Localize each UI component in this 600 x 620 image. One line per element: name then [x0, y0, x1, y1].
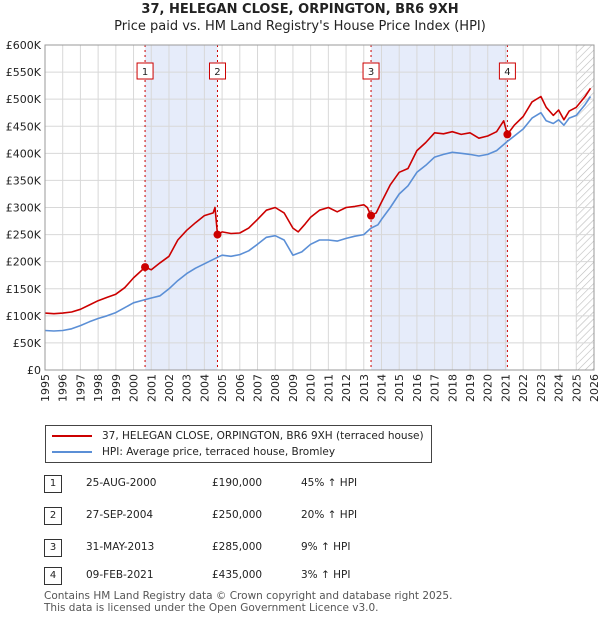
sale-marker-label: 1 — [142, 67, 148, 78]
chart-subtitle: Price paid vs. HM Land Registry's House … — [114, 19, 486, 34]
legend-box: 37, HELEGAN CLOSE, ORPINGTON, BR6 9XH (t… — [45, 425, 432, 463]
y-tick-label: £150K — [6, 283, 42, 296]
x-tick-label: 2005 — [216, 374, 229, 402]
x-tick-label: 2009 — [287, 374, 300, 402]
transaction-number: 3 — [44, 539, 62, 557]
x-tick-label: 2018 — [446, 374, 459, 402]
x-tick-label: 2012 — [340, 374, 353, 402]
x-tick-label: 2015 — [393, 374, 406, 402]
x-tick-label: 1999 — [110, 374, 123, 402]
transaction-hpi-change: 20% ↑ HPI — [301, 509, 358, 521]
legend-label-property: 37, HELEGAN CLOSE, ORPINGTON, BR6 9XH (t… — [102, 430, 424, 442]
legend-label-hpi: HPI: Average price, terraced house, Brom… — [102, 446, 336, 458]
x-tick-label: 2023 — [535, 374, 548, 402]
sale-marker-box — [362, 62, 380, 80]
y-tick-label: £500K — [6, 93, 42, 106]
x-tick-label: 2001 — [145, 374, 158, 402]
x-tick-label: 2004 — [198, 374, 211, 402]
x-tick-label: 2014 — [375, 374, 388, 402]
transaction-price: £190,000 — [212, 477, 263, 489]
x-tick-label: 1997 — [74, 374, 87, 402]
x-tick-label: 2021 — [499, 374, 512, 402]
y-tick-label: £50K — [13, 337, 42, 350]
sale-marker-box — [498, 62, 516, 80]
footer-licence: This data is licensed under the Open Gov… — [44, 602, 379, 614]
y-tick-label: £0 — [27, 364, 41, 377]
x-tick-label: 2007 — [252, 374, 265, 402]
transaction-number: 4 — [44, 567, 62, 585]
x-tick-label: 2016 — [411, 374, 424, 402]
x-tick-label: 2008 — [269, 374, 282, 402]
transaction-hpi-change: 9% ↑ HPI — [301, 541, 351, 553]
x-tick-label: 2026 — [588, 374, 600, 402]
x-tick-label: 2020 — [482, 374, 495, 402]
x-tick-label: 2025 — [570, 374, 583, 402]
transaction-date: 25-AUG-2000 — [86, 477, 157, 489]
transaction-number: 2 — [44, 507, 62, 525]
plot-frame — [44, 44, 595, 371]
transaction-date: 09-FEB-2021 — [86, 569, 154, 581]
sale-marker-label: 2 — [214, 67, 220, 78]
y-tick-label: £200K — [6, 256, 42, 269]
transaction-price: £250,000 — [212, 509, 263, 521]
x-tick-label: 2006 — [234, 374, 247, 402]
sale-point — [503, 130, 512, 139]
x-tick-label: 1998 — [92, 374, 105, 402]
footer-copyright: Contains HM Land Registry data © Crown c… — [44, 590, 453, 602]
sale-point — [141, 263, 150, 272]
chart-title: 37, HELEGAN CLOSE, ORPINGTON, BR6 9XH — [141, 2, 459, 17]
sale-marker-box — [208, 62, 226, 80]
x-tick-label: 2002 — [163, 374, 176, 402]
x-tick-label: 2022 — [517, 374, 530, 402]
y-tick-label: £100K — [6, 310, 42, 323]
legend-swatch-property — [52, 435, 92, 437]
sale-marker-label: 3 — [368, 67, 374, 78]
x-tick-label: 2019 — [464, 374, 477, 402]
y-tick-label: £350K — [6, 174, 42, 187]
legend-swatch-hpi — [52, 451, 92, 453]
transaction-number: 1 — [44, 475, 62, 493]
transaction-date: 31-MAY-2013 — [86, 541, 155, 553]
y-tick-label: £300K — [6, 202, 42, 215]
x-tick-label: 2000 — [128, 374, 141, 402]
legend-item-property: 37, HELEGAN CLOSE, ORPINGTON, BR6 9XH (t… — [52, 428, 424, 444]
price-chart: 1 2 3 4 £0 £50K £100K £150K £200K £250K £300K £350… — [6, 39, 600, 402]
sale-point — [213, 230, 222, 239]
legend-item-hpi: HPI: Average price, terraced house, Brom… — [52, 444, 335, 460]
y-tick-label: £600K — [6, 39, 42, 52]
x-tick-label: 2024 — [553, 374, 566, 402]
x-tick-label: 1996 — [57, 374, 70, 402]
hpi-series-line — [44, 96, 592, 332]
x-tick-label: 2003 — [181, 374, 194, 402]
sale-point — [367, 211, 376, 220]
transaction-price: £435,000 — [212, 569, 263, 581]
y-tick-label: £450K — [6, 120, 42, 133]
sale-marker-box — [136, 62, 154, 80]
y-tick-label: £550K — [6, 66, 42, 79]
x-tick-label: 2010 — [305, 374, 318, 402]
transaction-price: £285,000 — [212, 541, 263, 553]
x-tick-label: 1995 — [39, 374, 52, 402]
x-tick-label: 2013 — [358, 374, 371, 402]
transaction-hpi-change: 45% ↑ HPI — [301, 477, 358, 489]
x-tick-label: 2017 — [429, 374, 442, 402]
transaction-date: 27-SEP-2004 — [86, 509, 154, 521]
transaction-hpi-change: 3% ↑ HPI — [301, 569, 351, 581]
sale-marker-label: 4 — [504, 67, 510, 78]
y-tick-label: £400K — [6, 147, 42, 160]
y-tick-label: £250K — [6, 229, 42, 242]
x-tick-label: 2011 — [322, 374, 335, 402]
